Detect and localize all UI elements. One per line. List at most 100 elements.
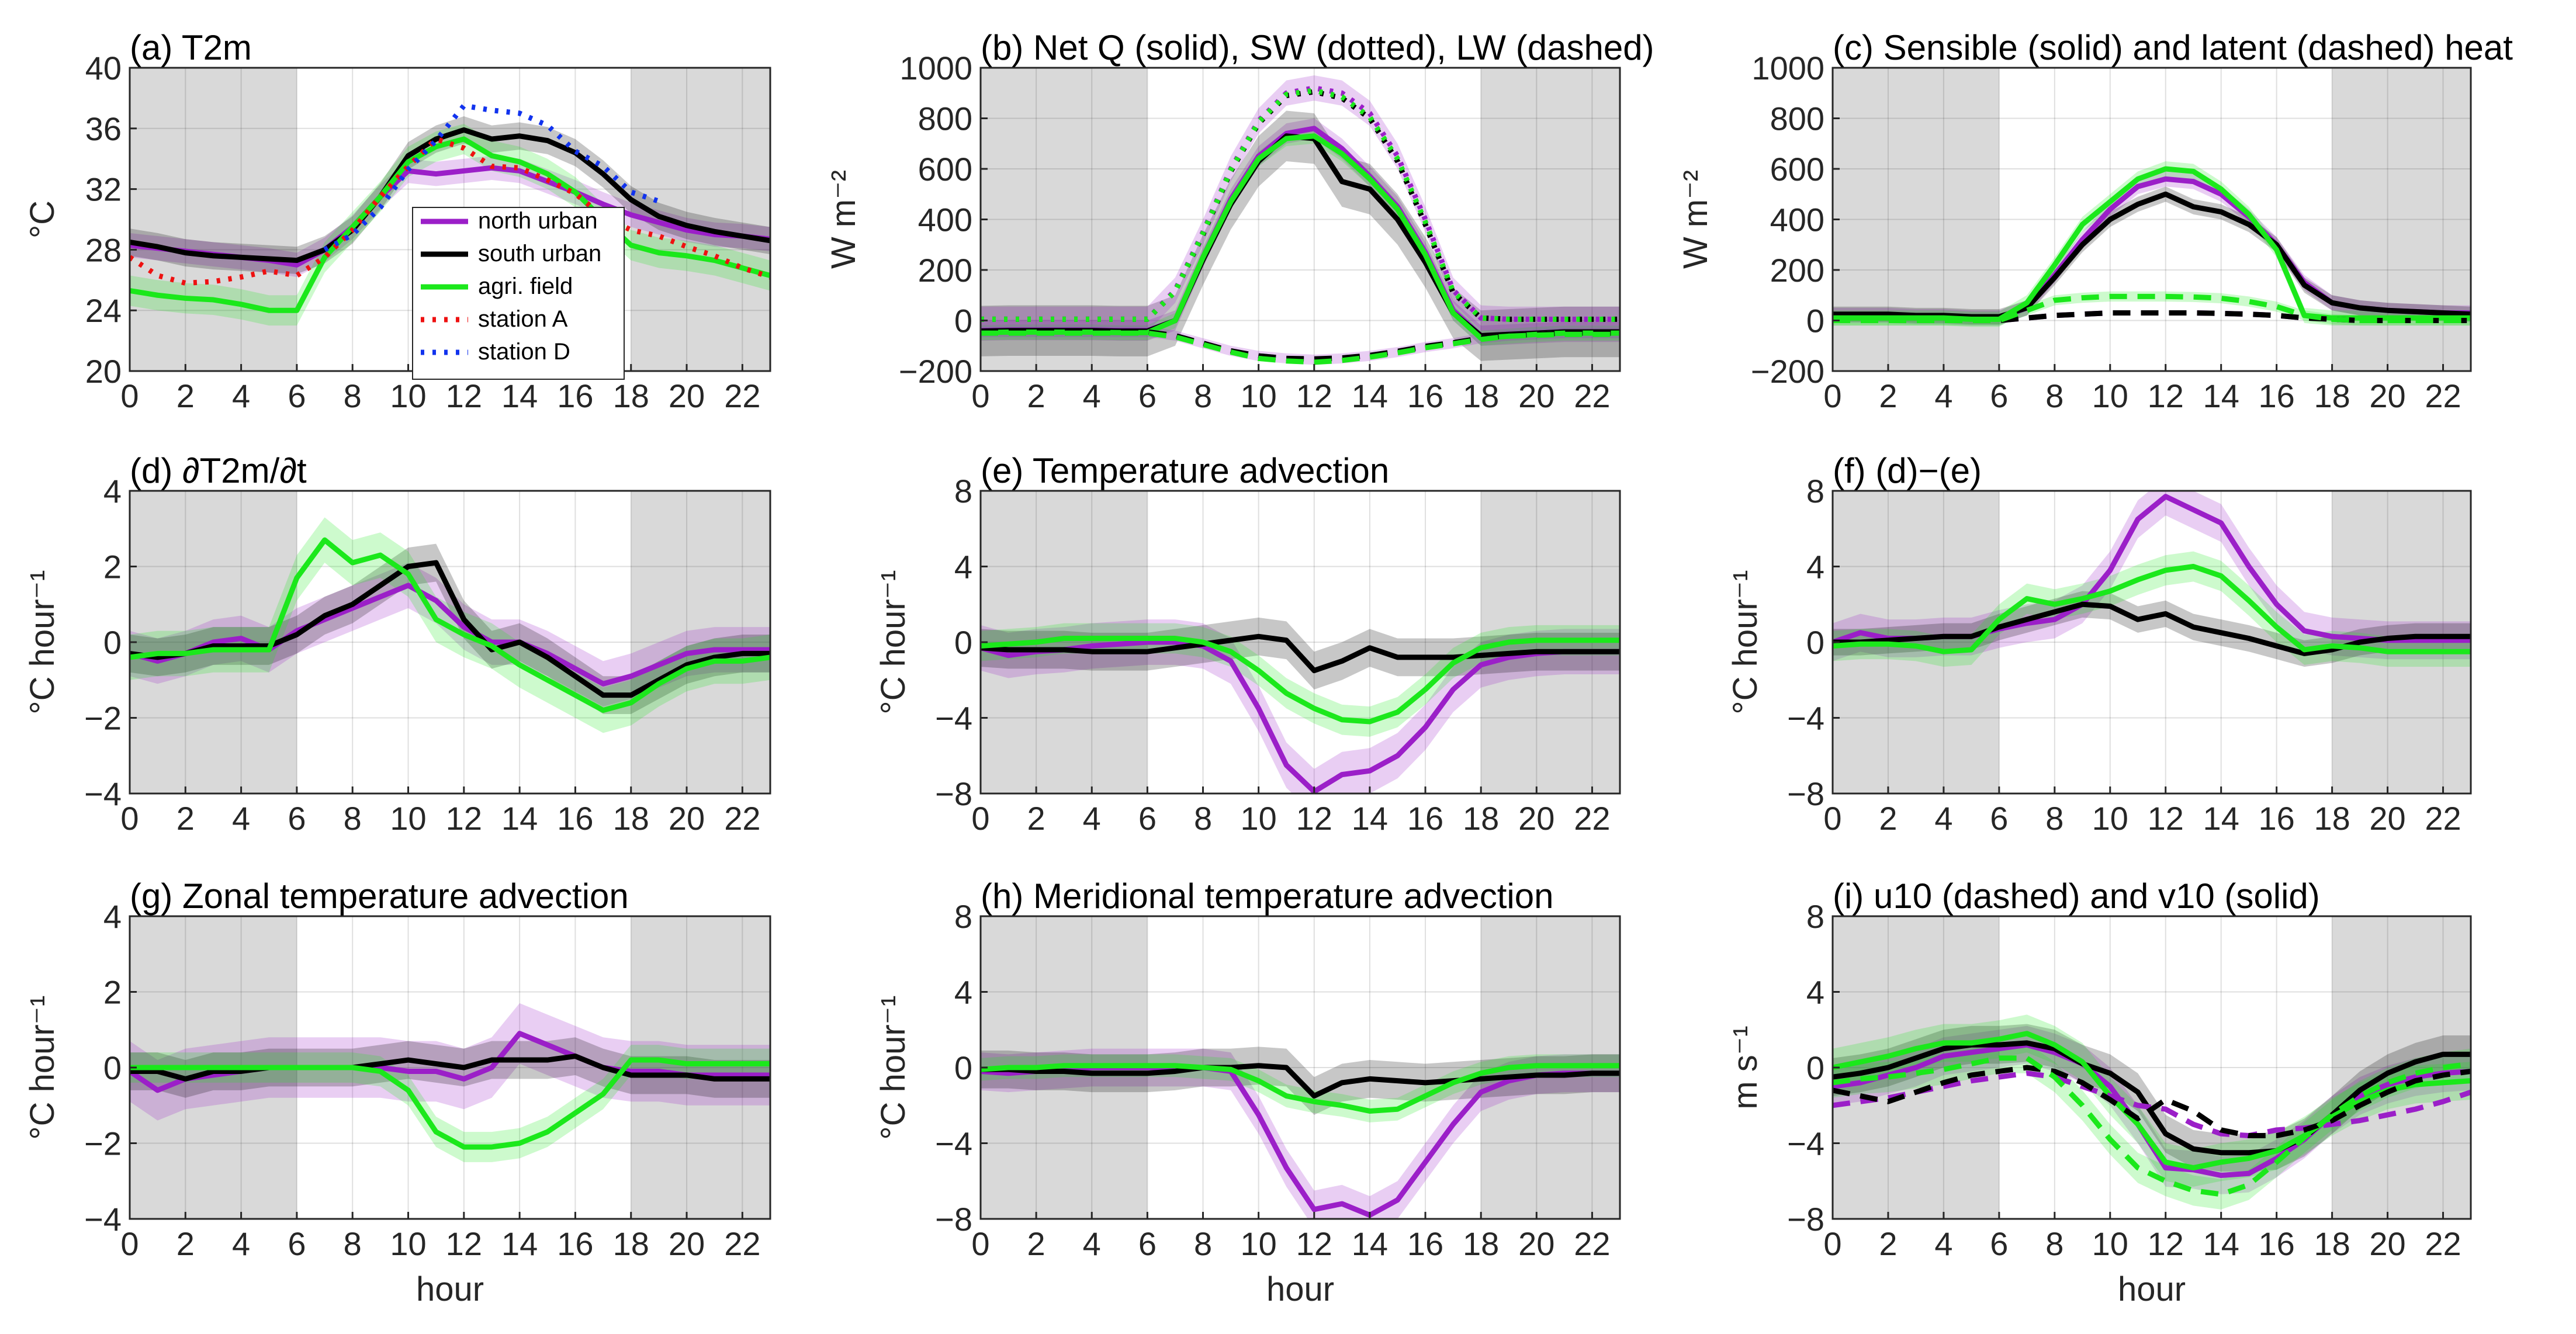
y-tick-label: 8 [1806,473,1824,510]
x-tick-label: 0 [971,1225,989,1262]
y-axis-label: °C hour⁻¹ [874,995,912,1139]
y-axis-label: °C hour⁻¹ [874,570,912,714]
x-tick-label: 6 [1990,1225,2008,1262]
night-shading [631,916,770,1219]
x-tick-label: 14 [1352,800,1388,837]
x-tick-label: 16 [557,800,593,837]
series-south-solid [981,633,1620,674]
x-tick-label: 6 [288,377,306,414]
y-tick-label: 4 [954,549,972,585]
x-tick-label: 4 [1083,800,1101,837]
panel-title: (f) (d)−(e) [1833,451,1982,490]
y-tick-label: −8 [935,775,972,812]
x-tick-label: 16 [557,377,593,414]
band-north [1833,1025,2471,1194]
y-tick-label: 0 [1806,303,1824,339]
x-tick-label: 2 [176,1225,195,1262]
x-tick-label: 10 [1241,800,1277,837]
panel-title: (i) u10 (dashed) and v10 (solid) [1833,876,2320,916]
x-tick-label: 0 [120,377,139,414]
x-tick-label: 8 [1194,1225,1212,1262]
y-tick-label: −4 [935,700,972,737]
x-tick-label: 16 [1407,800,1443,837]
y-tick-label: 4 [1806,974,1824,1011]
plot-area [130,517,770,733]
x-tick-label: 0 [1823,800,1841,837]
x-tick-label: 2 [176,800,195,837]
x-tick-label: 12 [446,800,482,837]
plot-area [1833,161,2471,327]
x-tick-label: 22 [2425,800,2461,837]
x-tick-label: 22 [724,377,760,414]
x-tick-label: 4 [1934,377,1952,414]
x-tick-label: 16 [557,1225,593,1262]
x-tick-label: 20 [1518,1225,1554,1262]
x-tick-label: 8 [1194,377,1212,414]
x-tick-label: 14 [2203,1225,2239,1262]
x-tick-label: 22 [2425,377,2461,414]
x-tick-label: 2 [1879,377,1897,414]
x-tick-label: 10 [1241,377,1277,414]
x-tick-label: 20 [669,377,705,414]
x-tick-label: 20 [669,1225,705,1262]
y-tick-label: 400 [1770,202,1824,238]
x-tick-label: 6 [1138,800,1157,837]
x-tick-label: 18 [2314,377,2350,414]
x-tick-label: 2 [1027,800,1045,837]
band-north [130,563,770,707]
y-tick-label: 0 [954,1049,972,1086]
plot-area [981,75,1620,365]
y-axis-label: °C hour⁻¹ [23,570,61,714]
y-tick-label: 200 [1770,252,1824,289]
series-north-solid [130,583,770,687]
legend-label-north: north urban [478,208,598,234]
x-tick-label: 10 [2092,377,2128,414]
x-tick-label: 2 [176,377,195,414]
x-tick-label: 20 [1518,377,1554,414]
x-tick-label: 8 [344,800,362,837]
x-tick-label: 20 [2369,1225,2405,1262]
panel-title: (e) Temperature advection [981,451,1389,490]
series-agri-dotted [981,88,1620,322]
series-south-dashed [1833,1065,2471,1139]
y-axis-label: W m⁻² [825,170,863,269]
y-tick-label: 4 [103,473,122,510]
x-tick-label: 22 [724,1225,760,1262]
x-tick-label: 14 [2203,800,2239,837]
x-tick-label: 20 [1518,800,1554,837]
y-axis-label: °C hour⁻¹ [1726,570,1764,714]
x-tick-label: 18 [2314,1225,2350,1262]
y-tick-label: 24 [85,292,122,329]
x-tick-label: 14 [501,377,538,414]
x-tick-label: 16 [2259,377,2295,414]
x-tick-label: 18 [613,800,649,837]
x-tick-label: 4 [1083,1225,1101,1262]
series-agri-dashed [1833,293,2471,323]
x-tick-label: 14 [501,800,538,837]
plot-area [1833,491,2471,667]
y-tick-label: 0 [954,303,972,339]
x-tick-label: 8 [344,377,362,414]
x-tick-label: 4 [232,800,250,837]
series-south-solid [1833,1040,2471,1156]
panel-title: (h) Meridional temperature advection [981,876,1553,916]
panel-title: (d) ∂T2m/∂t [130,451,307,490]
x-tick-label: 16 [2259,800,2295,837]
y-axis-label: m s⁻¹ [1726,1025,1764,1109]
night-shading [130,68,297,371]
band-north [130,1003,770,1121]
x-tick-label: 12 [2148,1225,2184,1262]
x-tick-label: 20 [669,800,705,837]
x-tick-label: 0 [120,1225,139,1262]
y-tick-label: −8 [1787,1201,1824,1238]
series-south-dashed [1833,310,2471,323]
band-agri [1833,551,2471,667]
x-tick-label: 18 [613,1225,649,1262]
x-tick-label: 0 [120,800,139,837]
x-tick-label: 6 [288,800,306,837]
x-tick-label: 20 [2369,377,2405,414]
series-stationD-dotted [323,103,660,252]
